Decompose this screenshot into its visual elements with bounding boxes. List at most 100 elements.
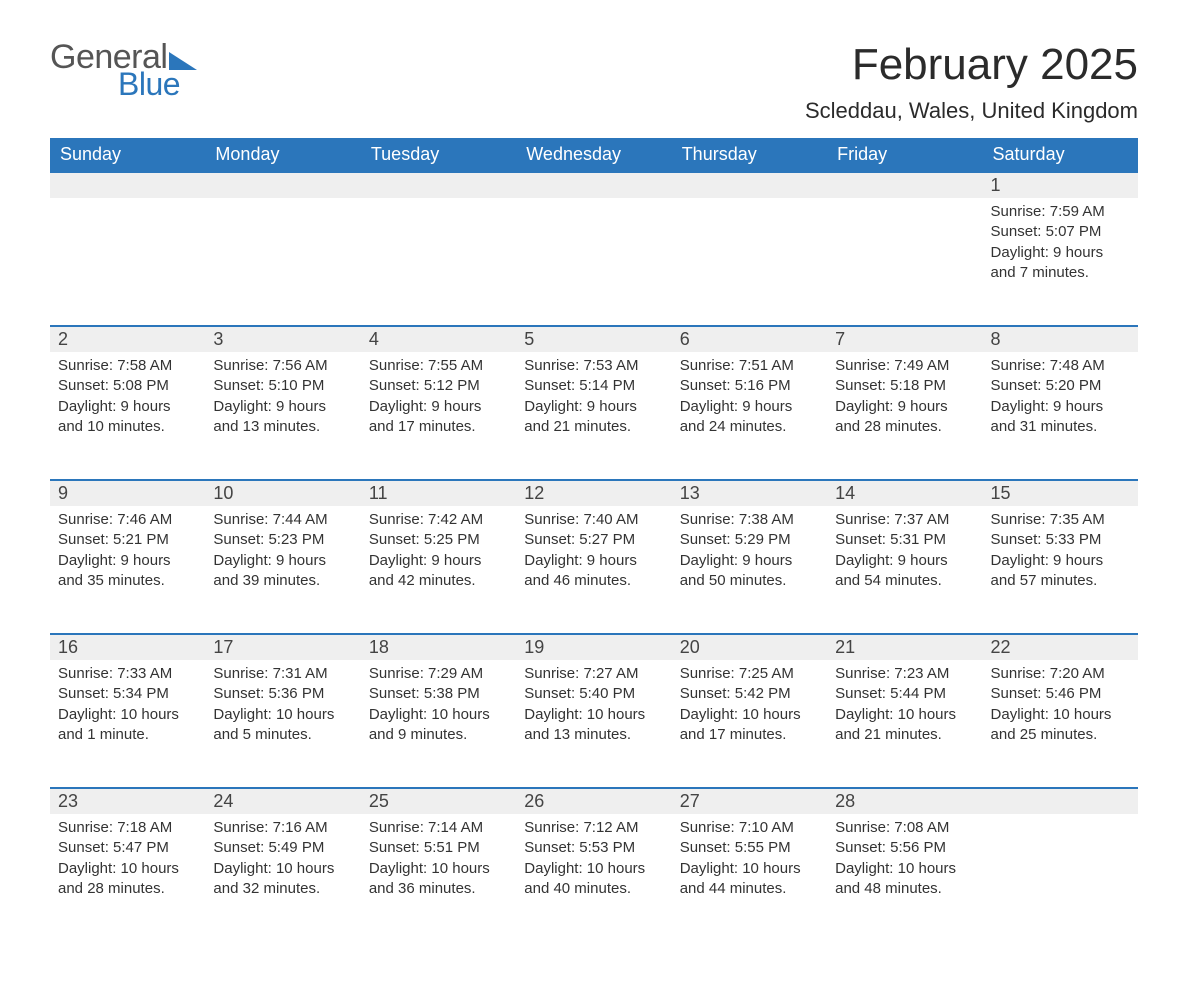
day1-line: Daylight: 9 hours bbox=[524, 551, 663, 571]
empty-cell bbox=[50, 198, 205, 326]
sunrise-line: Sunrise: 7:48 AM bbox=[991, 356, 1130, 376]
day2-line: and 13 minutes. bbox=[524, 725, 663, 745]
day-cell: Sunrise: 7:42 AMSunset: 5:25 PMDaylight:… bbox=[361, 506, 516, 634]
day2-line: and 57 minutes. bbox=[991, 571, 1130, 591]
sunset-line: Sunset: 5:55 PM bbox=[680, 838, 819, 858]
day-cell: Sunrise: 7:37 AMSunset: 5:31 PMDaylight:… bbox=[827, 506, 982, 634]
sunrise-line: Sunrise: 7:58 AM bbox=[58, 356, 197, 376]
day-cell: Sunrise: 7:51 AMSunset: 5:16 PMDaylight:… bbox=[672, 352, 827, 480]
month-title: February 2025 bbox=[805, 40, 1138, 90]
day-number-row: 16171819202122 bbox=[50, 634, 1138, 660]
day1-line: Daylight: 10 hours bbox=[991, 705, 1130, 725]
sunrise-line: Sunrise: 7:10 AM bbox=[680, 818, 819, 838]
day-number-cell: 12 bbox=[516, 480, 671, 506]
sunset-line: Sunset: 5:44 PM bbox=[835, 684, 974, 704]
day-cell: Sunrise: 7:35 AMSunset: 5:33 PMDaylight:… bbox=[983, 506, 1138, 634]
day-number-cell: 21 bbox=[827, 634, 982, 660]
sunset-line: Sunset: 5:47 PM bbox=[58, 838, 197, 858]
sunrise-line: Sunrise: 7:31 AM bbox=[213, 664, 352, 684]
empty-daynum-cell bbox=[516, 172, 671, 198]
day2-line: and 10 minutes. bbox=[58, 417, 197, 437]
day1-line: Daylight: 10 hours bbox=[213, 705, 352, 725]
day-cell: Sunrise: 7:33 AMSunset: 5:34 PMDaylight:… bbox=[50, 660, 205, 788]
day-details: Sunrise: 7:25 AMSunset: 5:42 PMDaylight:… bbox=[672, 660, 827, 755]
sunrise-line: Sunrise: 7:08 AM bbox=[835, 818, 974, 838]
calendar-table: SundayMondayTuesdayWednesdayThursdayFrid… bbox=[50, 138, 1138, 942]
day-details: Sunrise: 7:27 AMSunset: 5:40 PMDaylight:… bbox=[516, 660, 671, 755]
weekday-header: Tuesday bbox=[361, 138, 516, 172]
day-details: Sunrise: 7:38 AMSunset: 5:29 PMDaylight:… bbox=[672, 506, 827, 601]
day1-line: Daylight: 10 hours bbox=[680, 705, 819, 725]
logo-word-blue: Blue bbox=[118, 68, 197, 100]
day2-line: and 48 minutes. bbox=[835, 879, 974, 899]
weekday-header: Saturday bbox=[983, 138, 1138, 172]
day-cell: Sunrise: 7:14 AMSunset: 5:51 PMDaylight:… bbox=[361, 814, 516, 942]
empty-daynum-cell bbox=[983, 788, 1138, 814]
day1-line: Daylight: 10 hours bbox=[58, 705, 197, 725]
day-cell: Sunrise: 7:59 AMSunset: 5:07 PMDaylight:… bbox=[983, 198, 1138, 326]
day2-line: and 40 minutes. bbox=[524, 879, 663, 899]
empty-daynum-cell bbox=[672, 172, 827, 198]
sunset-line: Sunset: 5:36 PM bbox=[213, 684, 352, 704]
day1-line: Daylight: 10 hours bbox=[524, 859, 663, 879]
sunrise-line: Sunrise: 7:44 AM bbox=[213, 510, 352, 530]
day-content-row: Sunrise: 7:18 AMSunset: 5:47 PMDaylight:… bbox=[50, 814, 1138, 942]
day-content-row: Sunrise: 7:33 AMSunset: 5:34 PMDaylight:… bbox=[50, 660, 1138, 788]
day-details: Sunrise: 7:49 AMSunset: 5:18 PMDaylight:… bbox=[827, 352, 982, 447]
day2-line: and 25 minutes. bbox=[991, 725, 1130, 745]
day-number-cell: 18 bbox=[361, 634, 516, 660]
empty-cell bbox=[983, 814, 1138, 942]
empty-daynum-cell bbox=[827, 172, 982, 198]
sunrise-line: Sunrise: 7:12 AM bbox=[524, 818, 663, 838]
day-number-row: 2345678 bbox=[50, 326, 1138, 352]
day1-line: Daylight: 9 hours bbox=[369, 397, 508, 417]
day-details: Sunrise: 7:44 AMSunset: 5:23 PMDaylight:… bbox=[205, 506, 360, 601]
weekday-header: Sunday bbox=[50, 138, 205, 172]
sunset-line: Sunset: 5:12 PM bbox=[369, 376, 508, 396]
day-details: Sunrise: 7:40 AMSunset: 5:27 PMDaylight:… bbox=[516, 506, 671, 601]
sunset-line: Sunset: 5:23 PM bbox=[213, 530, 352, 550]
day-cell: Sunrise: 7:55 AMSunset: 5:12 PMDaylight:… bbox=[361, 352, 516, 480]
day-content-row: Sunrise: 7:58 AMSunset: 5:08 PMDaylight:… bbox=[50, 352, 1138, 480]
sunrise-line: Sunrise: 7:46 AM bbox=[58, 510, 197, 530]
day-details: Sunrise: 7:33 AMSunset: 5:34 PMDaylight:… bbox=[50, 660, 205, 755]
sunrise-line: Sunrise: 7:37 AM bbox=[835, 510, 974, 530]
day1-line: Daylight: 10 hours bbox=[680, 859, 819, 879]
day-number-cell: 9 bbox=[50, 480, 205, 506]
day-details: Sunrise: 7:55 AMSunset: 5:12 PMDaylight:… bbox=[361, 352, 516, 447]
day-number-row: 232425262728 bbox=[50, 788, 1138, 814]
day-details: Sunrise: 7:48 AMSunset: 5:20 PMDaylight:… bbox=[983, 352, 1138, 447]
day2-line: and 54 minutes. bbox=[835, 571, 974, 591]
day-number-cell: 20 bbox=[672, 634, 827, 660]
day1-line: Daylight: 10 hours bbox=[835, 859, 974, 879]
day-number-cell: 25 bbox=[361, 788, 516, 814]
sunset-line: Sunset: 5:10 PM bbox=[213, 376, 352, 396]
sunset-line: Sunset: 5:31 PM bbox=[835, 530, 974, 550]
day1-line: Daylight: 10 hours bbox=[524, 705, 663, 725]
day2-line: and 32 minutes. bbox=[213, 879, 352, 899]
day-cell: Sunrise: 7:20 AMSunset: 5:46 PMDaylight:… bbox=[983, 660, 1138, 788]
sunrise-line: Sunrise: 7:14 AM bbox=[369, 818, 508, 838]
day1-line: Daylight: 10 hours bbox=[369, 705, 508, 725]
day-number-cell: 19 bbox=[516, 634, 671, 660]
day-number-cell: 6 bbox=[672, 326, 827, 352]
sunset-line: Sunset: 5:42 PM bbox=[680, 684, 819, 704]
day1-line: Daylight: 9 hours bbox=[58, 551, 197, 571]
day2-line: and 21 minutes. bbox=[835, 725, 974, 745]
day-cell: Sunrise: 7:48 AMSunset: 5:20 PMDaylight:… bbox=[983, 352, 1138, 480]
day-number-cell: 13 bbox=[672, 480, 827, 506]
empty-cell bbox=[361, 198, 516, 326]
header: General Blue February 2025 Scleddau, Wal… bbox=[50, 40, 1138, 124]
day-number-cell: 8 bbox=[983, 326, 1138, 352]
day-details: Sunrise: 7:51 AMSunset: 5:16 PMDaylight:… bbox=[672, 352, 827, 447]
day-number-cell: 5 bbox=[516, 326, 671, 352]
sunrise-line: Sunrise: 7:35 AM bbox=[991, 510, 1130, 530]
empty-cell bbox=[516, 198, 671, 326]
day-details: Sunrise: 7:35 AMSunset: 5:33 PMDaylight:… bbox=[983, 506, 1138, 601]
weekday-header: Wednesday bbox=[516, 138, 671, 172]
day-cell: Sunrise: 7:27 AMSunset: 5:40 PMDaylight:… bbox=[516, 660, 671, 788]
day-cell: Sunrise: 7:44 AMSunset: 5:23 PMDaylight:… bbox=[205, 506, 360, 634]
day1-line: Daylight: 9 hours bbox=[213, 551, 352, 571]
day-number-cell: 4 bbox=[361, 326, 516, 352]
sunset-line: Sunset: 5:40 PM bbox=[524, 684, 663, 704]
